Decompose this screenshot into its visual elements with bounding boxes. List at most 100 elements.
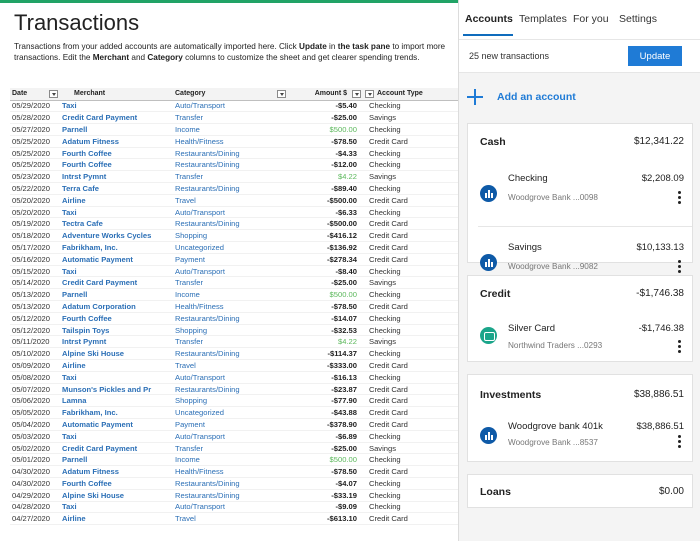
filter-dropdown-icon[interactable] xyxy=(352,90,361,98)
amount-cell[interactable]: -$78.50 xyxy=(288,300,363,313)
category-cell[interactable]: Health/Fitness xyxy=(173,300,288,313)
amount-cell[interactable]: -$25.00 xyxy=(288,111,363,125)
category-cell[interactable]: Restaurants/Dining xyxy=(173,158,288,172)
date-cell[interactable]: 05/03/2020 xyxy=(10,430,60,443)
account-type-cell[interactable]: Checking xyxy=(363,312,458,325)
account-type-cell[interactable]: Checking xyxy=(363,206,458,219)
account-type-cell[interactable]: Credit Card xyxy=(363,241,458,254)
date-cell[interactable]: 05/11/2020 xyxy=(10,335,60,349)
tab-templates[interactable]: Templates xyxy=(519,13,567,25)
merchant-cell[interactable]: Taxi xyxy=(60,100,173,113)
amount-cell[interactable]: -$43.88 xyxy=(288,406,363,420)
category-cell[interactable]: Auto/Transport xyxy=(173,371,288,384)
account-type-cell[interactable]: Credit Card xyxy=(363,383,458,396)
merchant-cell[interactable]: Fourth Coffee xyxy=(60,158,173,172)
merchant-cell[interactable]: Intrst Pymnt xyxy=(60,170,173,184)
category-cell[interactable]: Payment xyxy=(173,418,288,431)
account-type-cell[interactable]: Checking xyxy=(363,265,458,278)
category-cell[interactable]: Restaurants/Dining xyxy=(173,489,288,502)
category-cell[interactable]: Income xyxy=(173,123,288,136)
date-cell[interactable]: 05/08/2020 xyxy=(10,371,60,384)
filter-dropdown-icon[interactable] xyxy=(277,90,286,98)
amount-cell[interactable]: -$500.00 xyxy=(288,194,363,207)
account-row[interactable]: Savings $10,133.13 Woodgrove Bank ...908… xyxy=(478,226,692,294)
group-header[interactable]: Loans $0.00 xyxy=(468,475,692,509)
account-type-cell[interactable]: Savings xyxy=(363,442,458,455)
date-cell[interactable]: 05/28/2020 xyxy=(10,111,60,125)
amount-cell[interactable]: -$613.10 xyxy=(288,512,363,526)
category-cell[interactable]: Income xyxy=(173,288,288,302)
amount-cell[interactable]: -$333.00 xyxy=(288,359,363,372)
account-type-cell[interactable]: Checking xyxy=(363,182,458,195)
date-cell[interactable]: 05/14/2020 xyxy=(10,276,60,290)
group-header[interactable]: Cash $12,341.22 xyxy=(468,124,692,158)
amount-cell[interactable]: -$4.33 xyxy=(288,147,363,160)
amount-cell[interactable]: -$32.53 xyxy=(288,324,363,337)
account-type-cell[interactable]: Checking xyxy=(363,123,458,136)
more-options-icon[interactable] xyxy=(678,435,682,449)
merchant-cell[interactable]: Taxi xyxy=(60,206,173,219)
merchant-cell[interactable]: Adatum Corporation xyxy=(60,300,173,313)
category-cell[interactable]: Auto/Transport xyxy=(173,100,288,113)
account-type-cell[interactable]: Credit Card xyxy=(363,135,458,148)
category-cell[interactable]: Uncategorized xyxy=(173,241,288,254)
account-type-cell[interactable]: Savings xyxy=(363,170,458,184)
account-type-cell[interactable]: Checking xyxy=(363,347,458,361)
category-cell[interactable]: Transfer xyxy=(173,170,288,184)
account-type-cell[interactable]: Credit Card xyxy=(363,394,458,408)
tab-for-you[interactable]: For you xyxy=(573,13,609,25)
amount-cell[interactable]: -$278.34 xyxy=(288,253,363,266)
date-cell[interactable]: 05/25/2020 xyxy=(10,158,60,172)
merchant-cell[interactable]: Fourth Coffee xyxy=(60,312,173,325)
amount-cell[interactable]: $500.00 xyxy=(288,123,363,136)
merchant-cell[interactable]: Adventure Works Cycles xyxy=(60,229,173,243)
category-cell[interactable]: Transfer xyxy=(173,111,288,125)
date-cell[interactable]: 05/10/2020 xyxy=(10,347,60,361)
account-type-cell[interactable]: Credit Card xyxy=(363,359,458,372)
account-type-cell[interactable]: Credit Card xyxy=(363,465,458,478)
merchant-cell[interactable]: Intrst Pymnt xyxy=(60,335,173,349)
date-cell[interactable]: 05/25/2020 xyxy=(10,135,60,148)
merchant-cell[interactable]: Taxi xyxy=(60,265,173,278)
category-cell[interactable]: Shopping xyxy=(173,394,288,408)
merchant-cell[interactable]: Credit Card Payment xyxy=(60,276,173,290)
category-cell[interactable]: Travel xyxy=(173,194,288,207)
category-cell[interactable]: Restaurants/Dining xyxy=(173,147,288,160)
date-cell[interactable]: 05/06/2020 xyxy=(10,394,60,408)
category-cell[interactable]: Shopping xyxy=(173,229,288,243)
merchant-cell[interactable]: Fourth Coffee xyxy=(60,477,173,490)
category-cell[interactable]: Transfer xyxy=(173,442,288,455)
category-cell[interactable]: Travel xyxy=(173,512,288,526)
merchant-cell[interactable]: Tectra Cafe xyxy=(60,217,173,231)
group-header[interactable]: Credit -$1,746.38 xyxy=(468,276,692,310)
amount-cell[interactable]: -$9.09 xyxy=(288,501,363,514)
merchant-cell[interactable]: Parnell xyxy=(60,288,173,302)
account-type-cell[interactable]: Checking xyxy=(363,324,458,337)
merchant-cell[interactable]: Taxi xyxy=(60,430,173,443)
group-header[interactable]: Investments $38,886.51 xyxy=(468,375,692,413)
date-cell[interactable]: 05/09/2020 xyxy=(10,359,60,372)
account-type-cell[interactable]: Checking xyxy=(363,158,458,172)
merchant-cell[interactable]: Credit Card Payment xyxy=(60,442,173,455)
account-type-cell[interactable]: Checking xyxy=(363,489,458,502)
more-options-icon[interactable] xyxy=(678,340,682,354)
date-cell[interactable]: 05/20/2020 xyxy=(10,194,60,207)
account-type-cell[interactable]: Credit Card xyxy=(363,418,458,431)
date-cell[interactable]: 05/07/2020 xyxy=(10,383,60,396)
merchant-cell[interactable]: Lamna xyxy=(60,394,173,408)
category-cell[interactable]: Auto/Transport xyxy=(173,501,288,514)
account-type-cell[interactable]: Checking xyxy=(363,453,458,467)
amount-cell[interactable]: -$136.92 xyxy=(288,241,363,254)
date-cell[interactable]: 05/16/2020 xyxy=(10,253,60,266)
category-cell[interactable]: Restaurants/Dining xyxy=(173,312,288,325)
amount-cell[interactable]: -$500.00 xyxy=(288,217,363,231)
date-cell[interactable]: 05/27/2020 xyxy=(10,123,60,136)
category-cell[interactable]: Auto/Transport xyxy=(173,265,288,278)
merchant-cell[interactable]: Fourth Coffee xyxy=(60,147,173,160)
account-type-cell[interactable]: Savings xyxy=(363,335,458,349)
amount-cell[interactable]: -$4.07 xyxy=(288,477,363,490)
date-cell[interactable]: 05/23/2020 xyxy=(10,170,60,184)
amount-cell[interactable]: -$416.12 xyxy=(288,229,363,243)
merchant-cell[interactable]: Munson's Pickles and Pr xyxy=(60,383,173,396)
amount-cell[interactable]: -$77.90 xyxy=(288,394,363,408)
